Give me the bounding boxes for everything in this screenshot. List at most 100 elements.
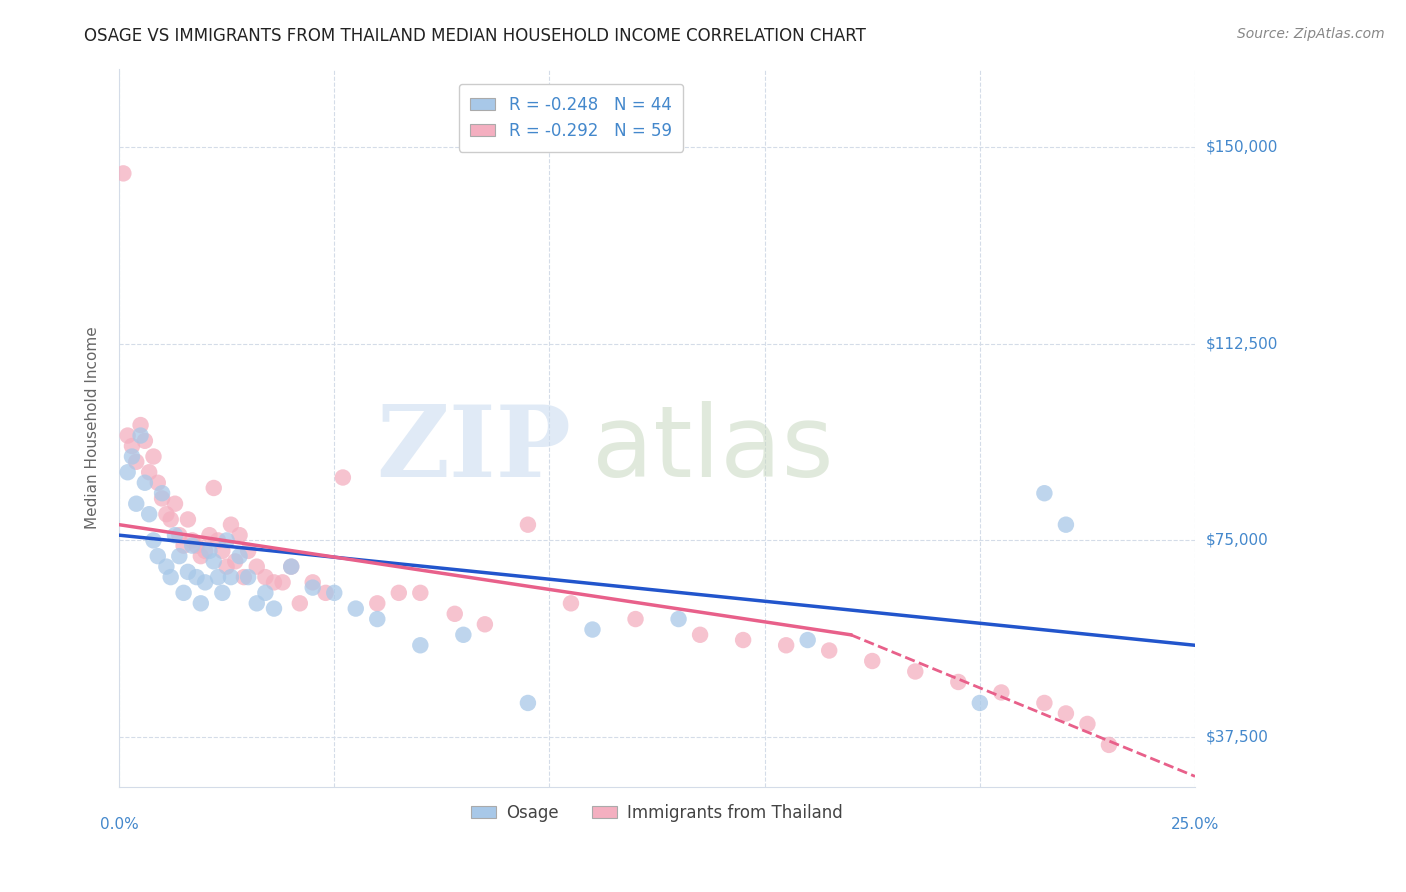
Point [134, 475, 156, 490]
Point [796, 633, 818, 648]
Point [1054, 706, 1077, 721]
Point [138, 465, 160, 479]
Point [224, 554, 246, 568]
Point [159, 512, 181, 526]
Point [254, 570, 277, 584]
Point [142, 533, 165, 548]
Y-axis label: Median Household Income: Median Household Income [86, 326, 100, 529]
Point [117, 465, 139, 479]
Point [301, 581, 323, 595]
Point [198, 528, 221, 542]
Point [409, 638, 432, 652]
Point [246, 596, 269, 610]
Point [560, 596, 582, 610]
Point [288, 596, 311, 610]
Point [198, 544, 221, 558]
Point [177, 512, 200, 526]
Point [1033, 486, 1056, 500]
Point [163, 528, 186, 542]
Point [129, 418, 152, 433]
Point [219, 570, 242, 584]
Point [366, 612, 388, 626]
Point [904, 665, 927, 679]
Text: OSAGE VS IMMIGRANTS FROM THAILAND MEDIAN HOUSEHOLD INCOME CORRELATION CHART: OSAGE VS IMMIGRANTS FROM THAILAND MEDIAN… [84, 27, 866, 45]
Point [366, 596, 388, 610]
Text: $112,500: $112,500 [1206, 336, 1278, 351]
Point [181, 533, 204, 548]
Text: $37,500: $37,500 [1206, 730, 1270, 745]
Point [207, 533, 229, 548]
Legend: Osage, Immigrants from Thailand: Osage, Immigrants from Thailand [464, 797, 849, 829]
Point [215, 533, 238, 548]
Text: ZIP: ZIP [375, 401, 571, 498]
Point [516, 696, 538, 710]
Text: 25.0%: 25.0% [1171, 817, 1219, 832]
Point [219, 517, 242, 532]
Point [228, 528, 250, 542]
Point [207, 570, 229, 584]
Point [453, 628, 475, 642]
Point [146, 549, 169, 563]
Text: $150,000: $150,000 [1206, 140, 1278, 154]
Point [129, 428, 152, 442]
Point [624, 612, 647, 626]
Point [186, 570, 208, 584]
Point [177, 565, 200, 579]
Point [155, 559, 177, 574]
Point [775, 638, 797, 652]
Point [301, 575, 323, 590]
Point [1033, 696, 1056, 710]
Point [581, 623, 603, 637]
Point [689, 628, 711, 642]
Point [1054, 517, 1077, 532]
Point [344, 601, 367, 615]
Point [173, 539, 195, 553]
Point [169, 528, 191, 542]
Point [474, 617, 496, 632]
Point [315, 586, 337, 600]
Point [990, 685, 1012, 699]
Point [134, 434, 156, 448]
Text: Source: ZipAtlas.com: Source: ZipAtlas.com [1237, 27, 1385, 41]
Point [202, 481, 225, 495]
Point [443, 607, 465, 621]
Point [190, 549, 212, 563]
Point [125, 497, 148, 511]
Point [121, 439, 143, 453]
Point [388, 586, 411, 600]
Point [332, 470, 354, 484]
Point [112, 166, 135, 180]
Point [194, 575, 217, 590]
Point [202, 554, 225, 568]
Point [117, 428, 139, 442]
Point [159, 570, 181, 584]
Point [155, 507, 177, 521]
Point [1098, 738, 1121, 752]
Point [733, 633, 755, 648]
Point [173, 586, 195, 600]
Text: atlas: atlas [592, 401, 834, 498]
Point [121, 450, 143, 464]
Point [263, 601, 285, 615]
Text: 0.0%: 0.0% [100, 817, 138, 832]
Point [211, 544, 233, 558]
Point [516, 517, 538, 532]
Point [246, 559, 269, 574]
Point [238, 544, 260, 558]
Point [163, 497, 186, 511]
Point [232, 570, 254, 584]
Point [280, 559, 302, 574]
Text: $75,000: $75,000 [1206, 533, 1268, 548]
Point [323, 586, 346, 600]
Point [969, 696, 991, 710]
Point [190, 596, 212, 610]
Point [181, 539, 204, 553]
Point [228, 549, 250, 563]
Point [146, 475, 169, 490]
Point [186, 539, 208, 553]
Point [150, 491, 173, 506]
Point [194, 544, 217, 558]
Point [238, 570, 260, 584]
Point [668, 612, 690, 626]
Point [818, 643, 841, 657]
